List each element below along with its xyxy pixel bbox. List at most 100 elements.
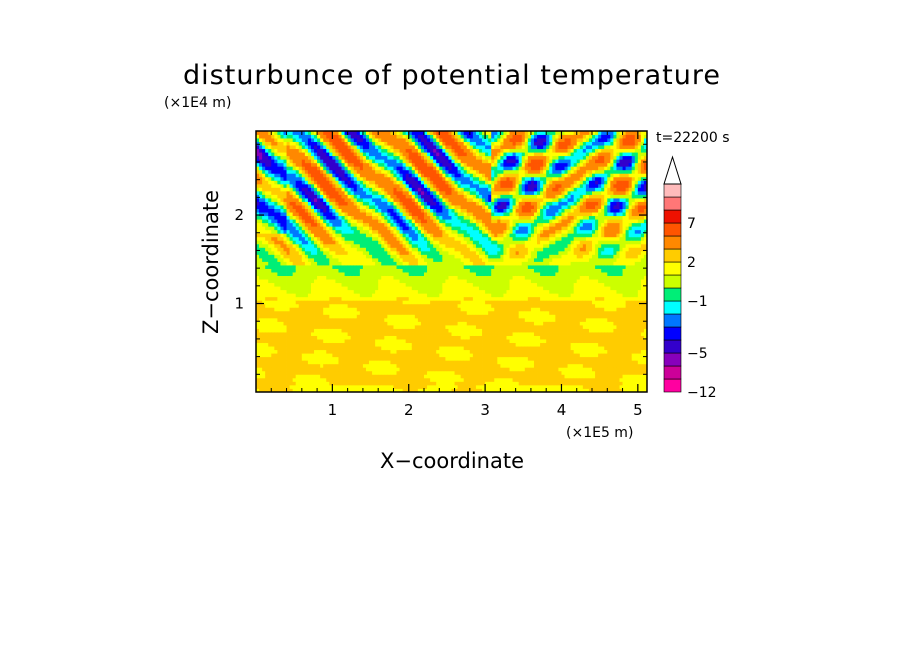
field-cell <box>445 212 449 217</box>
field-cell <box>384 268 388 273</box>
field-cell <box>286 190 290 195</box>
field-cell <box>439 131 443 135</box>
field-cell <box>265 377 269 382</box>
field-cell <box>439 272 443 277</box>
field-cell <box>347 310 352 315</box>
field-cell <box>274 208 278 213</box>
field-cell <box>427 360 431 365</box>
field-cell <box>286 169 290 174</box>
field-cell <box>286 289 290 294</box>
field-cell <box>424 360 428 365</box>
field-cell <box>420 148 425 153</box>
field-cell <box>341 180 345 185</box>
field-cell <box>301 261 306 266</box>
field-cell <box>384 250 388 255</box>
field-cell <box>304 296 309 301</box>
field-cell <box>424 300 428 305</box>
field-cell <box>274 275 278 280</box>
field-cell <box>445 275 449 280</box>
field-cell <box>439 240 443 245</box>
field-cell <box>448 265 452 269</box>
field-cell <box>424 328 428 333</box>
field-cell <box>338 145 342 150</box>
field-cell <box>310 254 315 259</box>
field-cell <box>369 300 373 305</box>
field-cell <box>314 215 318 220</box>
field-cell <box>262 279 266 284</box>
field-cell <box>347 134 352 139</box>
field-cell <box>259 342 263 347</box>
field-cell <box>378 226 382 231</box>
field-cell <box>341 166 345 171</box>
field-cell <box>259 236 263 241</box>
field-cell <box>424 272 428 277</box>
field-cell <box>289 169 294 174</box>
field-cell <box>274 198 278 202</box>
field-cell <box>268 215 272 220</box>
field-cell <box>405 215 410 220</box>
field-cell <box>408 236 413 241</box>
field-cell <box>259 162 263 167</box>
field-cell <box>396 321 400 326</box>
field-cell <box>259 370 263 375</box>
field-cell <box>326 374 330 379</box>
field-cell <box>268 303 272 308</box>
field-cell <box>402 363 407 368</box>
field-cell <box>259 205 263 209</box>
field-cell <box>280 250 284 255</box>
field-cell <box>460 317 465 322</box>
field-cell <box>433 219 437 224</box>
field-cell <box>362 257 367 262</box>
field-cell <box>384 353 388 358</box>
field-cell <box>445 293 449 298</box>
field-cell <box>350 272 355 277</box>
field-cell <box>381 257 385 262</box>
field-cell <box>323 155 327 160</box>
field-cell <box>289 282 294 287</box>
field-cell <box>256 360 260 365</box>
field-cell <box>442 324 446 329</box>
field-cell <box>408 381 413 386</box>
field-cell <box>417 141 422 146</box>
field-cell <box>433 257 437 262</box>
field-cell <box>265 303 269 308</box>
field-cell <box>448 219 452 224</box>
field-cell <box>454 303 458 308</box>
field-cell <box>442 363 446 368</box>
field-cell <box>396 180 400 185</box>
field-cell <box>362 219 367 224</box>
field-cell <box>341 250 345 255</box>
field-cell <box>356 190 361 195</box>
field-cell <box>298 169 303 174</box>
field-cell <box>353 293 358 298</box>
field-cell <box>326 166 330 171</box>
field-cell <box>414 152 419 157</box>
field-cell <box>451 303 455 308</box>
field-cell <box>375 190 379 195</box>
field-cell <box>454 240 458 245</box>
field-cell <box>372 275 376 280</box>
field-cell <box>448 180 452 185</box>
field-cell <box>393 300 397 305</box>
field-cell <box>365 247 370 252</box>
field-cell <box>362 282 367 287</box>
field-cell <box>277 257 281 262</box>
field-cell <box>356 317 361 322</box>
field-cell <box>274 321 278 326</box>
field-cell <box>402 384 407 389</box>
field-cell <box>359 236 364 241</box>
field-cell <box>307 138 312 142</box>
field-cell <box>286 275 290 280</box>
field-cell <box>442 257 446 262</box>
field-cell <box>292 349 297 354</box>
field-cell <box>271 303 275 308</box>
field-cell <box>350 353 355 358</box>
field-cell <box>286 367 290 372</box>
field-cell <box>399 219 404 224</box>
field-cell <box>350 219 355 224</box>
field-cell <box>448 257 452 262</box>
field-cell <box>280 205 284 209</box>
field-cell <box>362 293 367 298</box>
field-cell <box>414 138 419 142</box>
field-cell <box>329 370 333 375</box>
